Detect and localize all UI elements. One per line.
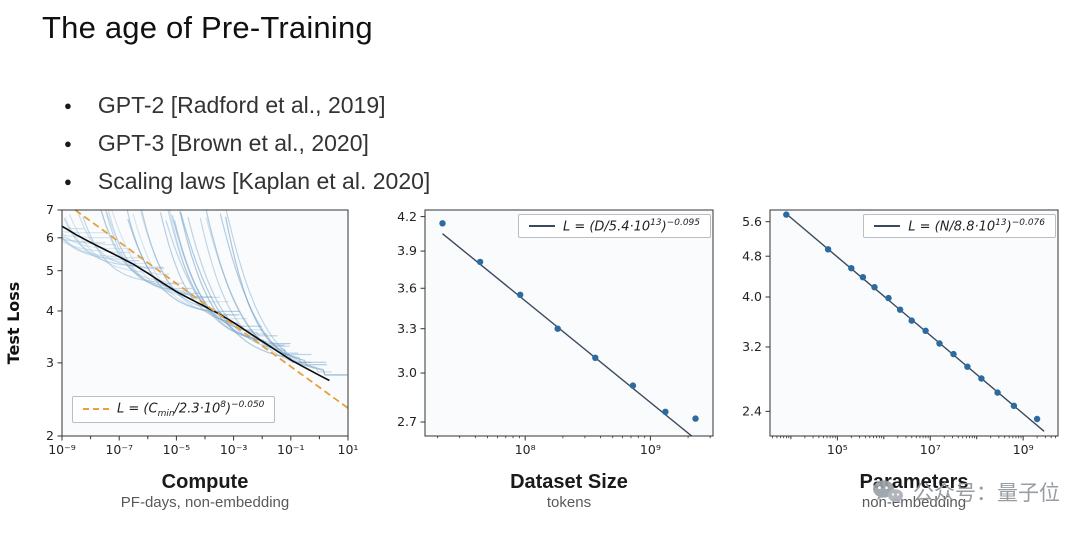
fit-line xyxy=(74,210,348,409)
bullet-item: ● Scaling laws [Kaplan et al. 2020] xyxy=(64,162,430,200)
y-tick-label: 2.7 xyxy=(397,414,417,429)
y-axis-title: Test Loss xyxy=(6,282,23,365)
y-tick-label: 4.8 xyxy=(742,248,762,263)
y-tick-label: 2.4 xyxy=(742,404,762,419)
fit-line xyxy=(442,233,693,436)
y-tick-label: 4.2 xyxy=(397,209,417,224)
x-tick-label: 10⁹ xyxy=(1013,442,1034,457)
envelope-line xyxy=(62,225,330,382)
bullet-item: ● GPT-2 [Radford et al., 2019] xyxy=(64,86,430,124)
x-tick-label: 10¹ xyxy=(338,442,359,457)
x-tick-label: 10⁻⁷ xyxy=(105,442,133,457)
x-axis-subtitle: tokens xyxy=(546,494,592,511)
chart-caption: Dataset Size tokens xyxy=(425,470,713,513)
y-tick-label: 3.3 xyxy=(397,321,417,336)
legend-box: L = (N/8.8·1013)−0.076 xyxy=(863,214,1056,239)
y-tick-label: 7 xyxy=(46,202,54,217)
data-points xyxy=(783,211,1041,423)
y-tick-label: 3.9 xyxy=(397,243,417,258)
chart-compute-figure: 10⁻⁹ 10⁻⁷ 10⁻⁵ 10⁻³ 10⁻¹ 10¹ 2 3 4 5 6 7 Test Loss L… xyxy=(6,200,366,513)
chart-dataset-size-svg: 10⁸ 10⁹ 2.7 3.0 3.3 3.6 3.9 4.2 xyxy=(397,209,714,457)
bullet-text: GPT-3 [Brown et al., 2020] xyxy=(97,129,369,156)
y-tick-label: 3 xyxy=(46,355,54,370)
legend-line-sample xyxy=(83,408,109,411)
series-layer xyxy=(439,220,699,436)
bullet-list: ● GPT-2 [Radford et al., 2019] ● GPT-3 [… xyxy=(64,86,430,200)
y-tick-label: 4.0 xyxy=(742,289,762,304)
y-tick-label: 5.6 xyxy=(742,214,762,229)
chart-caption: Compute PF-days, non-embedding xyxy=(62,470,348,513)
plot-border xyxy=(424,209,714,437)
x-tick-label: 10⁻³ xyxy=(220,442,248,457)
y-tick-label: 3.2 xyxy=(742,339,762,354)
tick-labels: 10⁻⁹ 10⁻⁷ 10⁻⁵ 10⁻³ 10⁻¹ 10¹ 2 3 4 5 6 7 xyxy=(46,202,358,457)
bullet-item: ● GPT-3 [Brown et al., 2020] xyxy=(64,124,430,162)
bullet-text: GPT-2 [Radford et al., 2019] xyxy=(97,91,386,118)
chart-parameters-svg: 10⁵ 10⁷ 10⁹ 2.4 3.2 4.0 4.8 5.6 xyxy=(742,209,1059,457)
legend-formula: L = (D/5.4·1013)−0.095 xyxy=(562,218,700,235)
bullet-dot-icon: ● xyxy=(64,173,72,189)
legend-formula: L = (Cmin/2.3·108)−0.050 xyxy=(117,400,265,419)
legend-line-sample xyxy=(528,225,555,228)
legend-box: L = (Cmin/2.3·108)−0.050 xyxy=(72,396,276,423)
chart-compute-svg: 10⁻⁹ 10⁻⁷ 10⁻⁵ 10⁻³ 10⁻¹ 10¹ 2 3 4 5 6 7 Test Loss xyxy=(6,202,358,457)
plot-area xyxy=(770,210,1058,436)
x-tick-label: 10⁸ xyxy=(515,442,536,457)
ticks xyxy=(57,209,349,441)
data-points xyxy=(439,220,699,422)
legend-box: L = (D/5.4·1013)−0.095 xyxy=(517,214,711,239)
tick-labels: 10⁵ 10⁷ 10⁹ 2.4 3.2 4.0 4.8 5.6 xyxy=(742,214,1034,457)
legend-formula: L = (N/8.8·1013)−0.076 xyxy=(908,218,1045,235)
legend-line-sample xyxy=(874,225,901,228)
y-tick-label: 3.0 xyxy=(397,365,417,380)
series-layer xyxy=(62,210,348,409)
x-axis-title: Dataset Size xyxy=(510,471,628,493)
y-tick-label: 3.6 xyxy=(397,280,417,295)
x-tick-label: 10⁻⁵ xyxy=(163,442,191,457)
x-tick-label: 10⁵ xyxy=(827,442,848,457)
chart-dataset-size-figure: 10⁸ 10⁹ 2.7 3.0 3.3 3.6 3.9 4.2 L = (D/5.4·1013… xyxy=(385,200,725,513)
watermark: 公众号：量子位 xyxy=(872,477,1060,507)
tick-labels: 10⁸ 10⁹ 2.7 3.0 3.3 3.6 3.9 4.2 xyxy=(397,209,661,457)
slide-title: The age of Pre-Training xyxy=(42,10,373,45)
wechat-icon xyxy=(873,480,903,504)
ticks xyxy=(765,221,1057,441)
x-axis-title: Compute xyxy=(161,471,249,493)
bullet-text: Scaling laws [Kaplan et al. 2020] xyxy=(97,167,431,194)
bullet-dot-icon: ● xyxy=(64,97,72,113)
y-tick-label: 6 xyxy=(46,230,54,245)
chart-parameters-figure: 10⁵ 10⁷ 10⁹ 2.4 3.2 4.0 4.8 5.6 L = (N/8.8·1013… xyxy=(730,200,1070,513)
plot-border xyxy=(769,209,1059,437)
x-tick-label: 10⁻¹ xyxy=(277,442,305,457)
x-axis-subtitle: non-embedding xyxy=(861,494,967,511)
training-curves xyxy=(62,210,348,376)
x-tick-label: 10⁻⁹ xyxy=(48,442,76,457)
watermark-text: 公众号：量子位 xyxy=(913,482,1060,505)
y-tick-label: 2 xyxy=(46,428,54,443)
x-tick-label: 10⁷ xyxy=(920,442,941,457)
plot-area xyxy=(425,210,713,436)
y-tick-label: 4 xyxy=(46,303,54,318)
x-tick-label: 10⁹ xyxy=(640,442,661,457)
y-tick-label: 5 xyxy=(46,263,54,278)
ticks xyxy=(420,216,711,441)
series-layer xyxy=(783,211,1045,432)
x-axis-subtitle: PF-days, non-embedding xyxy=(120,494,290,511)
bullet-dot-icon: ● xyxy=(64,135,72,151)
